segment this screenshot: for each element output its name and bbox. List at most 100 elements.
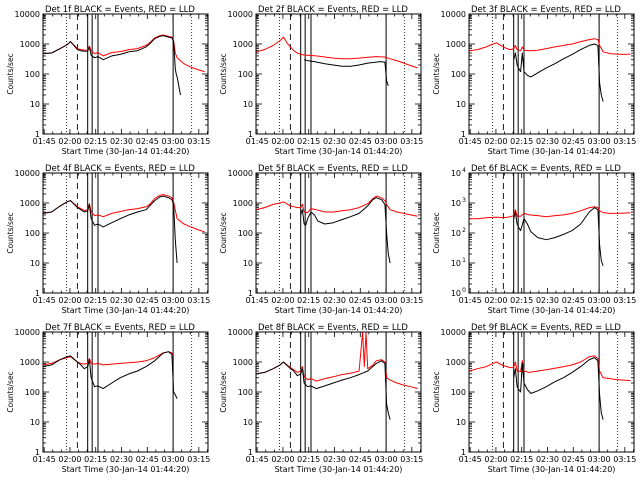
x-tick-label: 02:30	[536, 137, 559, 146]
events-series-line	[43, 35, 181, 96]
y-tick-label: 1	[461, 130, 466, 139]
x-tick-label: 03:00	[375, 296, 398, 305]
x-tick-label: 03:00	[588, 455, 611, 464]
y-tick-label: 1000	[233, 40, 253, 49]
x-tick-label: 02:30	[323, 137, 346, 146]
x-tick-label: 02:00	[58, 296, 81, 305]
y-tick-exponent: 0	[462, 287, 466, 294]
y-tick-exponent: 2	[462, 227, 466, 234]
x-tick-label: 03:00	[162, 296, 185, 305]
x-tick-label: 02:15	[84, 455, 107, 464]
series-lines	[256, 195, 418, 264]
y-axis-label: Counts/sec	[432, 371, 441, 412]
x-tick-label: 03:15	[400, 455, 423, 464]
y-tick-label: 100	[451, 388, 466, 397]
lld-series-line	[256, 195, 418, 217]
y-tick-label: 1000	[20, 358, 40, 367]
plot-frame	[42, 331, 209, 453]
chart-panel-5: 1 10 100 1000 10000 01:45 02:00 02:15 02:30 02:45…	[219, 164, 423, 315]
y-tick-label: 1	[35, 448, 40, 457]
lld-series-line	[43, 351, 175, 366]
chart-panel-3: 1 10 100 1000 10000 01:45 02:00 02:15 02:30 02:45…	[432, 5, 636, 156]
x-tick-label: 02:45	[349, 137, 372, 146]
x-tick-label: 02:15	[510, 296, 533, 305]
x-tick-label: 02:30	[110, 455, 133, 464]
x-tick-label: 01:45	[459, 296, 482, 305]
lld-series-line	[43, 34, 205, 73]
y-tick-label: 10	[451, 199, 461, 208]
panel-title: Det 3f BLACK = Events, RED = LLD	[471, 5, 621, 15]
y-axis-label: Counts/sec	[219, 371, 228, 412]
x-tick-label: 03:15	[187, 455, 210, 464]
x-tick-label: 02:45	[349, 455, 372, 464]
y-axis-label: Counts/sec	[6, 371, 15, 412]
series-lines	[469, 355, 631, 420]
x-axis-label: Start Time (30-Jan-14 01:44:20)	[488, 306, 616, 315]
plot-frame	[255, 331, 422, 453]
y-tick-label: 10	[451, 169, 461, 178]
x-tick-label: 03:15	[187, 137, 210, 146]
y-tick-label: 1000	[446, 358, 466, 367]
y-axis-label: Counts/sec	[219, 53, 228, 94]
plot-frame	[42, 13, 209, 135]
lld-series-line	[43, 194, 205, 233]
x-tick-label: 02:15	[84, 296, 107, 305]
y-tick-label: 10	[451, 229, 461, 238]
y-tick-label: 10000	[15, 169, 40, 178]
y-axis-label: Counts/sec	[6, 53, 15, 94]
x-tick-label: 01:45	[33, 455, 56, 464]
x-tick-label: 02:30	[110, 137, 133, 146]
events-series-line	[513, 357, 604, 420]
y-tick-label: 10000	[441, 328, 466, 337]
y-tick-label: 1000	[233, 199, 253, 208]
x-tick-label: 02:00	[484, 296, 507, 305]
panel-title: Det 2f BLACK = Events, RED = LLD	[258, 5, 408, 15]
events-series-line	[300, 197, 391, 264]
chart-panel-9: 1 10 100 1000 10000 01:45 02:00 02:15 02:30 02:45…	[432, 323, 636, 474]
vertical-markers	[66, 14, 193, 134]
x-tick-label: 03:00	[588, 296, 611, 305]
x-tick-label: 02:30	[110, 296, 133, 305]
series-lines	[43, 34, 205, 96]
y-tick-label: 10	[456, 100, 466, 109]
y-tick-label: 10	[451, 259, 461, 268]
y-tick-label: 10000	[441, 10, 466, 19]
x-tick-label: 02:30	[323, 455, 346, 464]
y-tick-label: 100	[25, 229, 40, 238]
x-tick-label: 02:15	[297, 455, 320, 464]
y-tick-label: 1000	[20, 199, 40, 208]
plot-frame	[255, 13, 422, 135]
x-tick-label: 02:30	[536, 296, 559, 305]
x-tick-label: 03:00	[162, 455, 185, 464]
events-series-line	[513, 207, 604, 267]
plot-frame	[255, 172, 422, 294]
x-tick-label: 02:45	[136, 137, 159, 146]
y-tick-label: 1000	[446, 40, 466, 49]
y-tick-label: 10	[243, 418, 253, 427]
y-tick-label: 100	[238, 229, 253, 238]
y-tick-label: 1	[248, 448, 253, 457]
lld-series-line	[469, 38, 631, 55]
series-lines	[43, 351, 178, 399]
x-tick-label: 02:30	[536, 455, 559, 464]
y-axis-label: Counts/sec	[219, 212, 228, 253]
plot-frame	[468, 331, 635, 453]
chart-panel-7: 1 10 100 1000 10000 01:45 02:00 02:15 02:30 02:45…	[6, 323, 210, 474]
x-tick-label: 03:00	[375, 137, 398, 146]
lld-series-line	[469, 355, 631, 382]
y-tick-label: 100	[451, 70, 466, 79]
y-tick-label: 1	[35, 130, 40, 139]
y-tick-label: 10000	[15, 328, 40, 337]
x-tick-label: 01:45	[33, 137, 56, 146]
x-tick-label: 02:45	[562, 455, 585, 464]
x-tick-label: 02:45	[136, 455, 159, 464]
x-tick-label: 03:15	[400, 137, 423, 146]
panel-title: Det 1f BLACK = Events, RED = LLD	[45, 5, 195, 15]
x-tick-label: 02:00	[271, 455, 294, 464]
x-tick-label: 02:45	[349, 296, 372, 305]
y-tick-label: 100	[238, 388, 253, 397]
x-tick-label: 02:45	[562, 296, 585, 305]
y-tick-label: 1000	[20, 40, 40, 49]
